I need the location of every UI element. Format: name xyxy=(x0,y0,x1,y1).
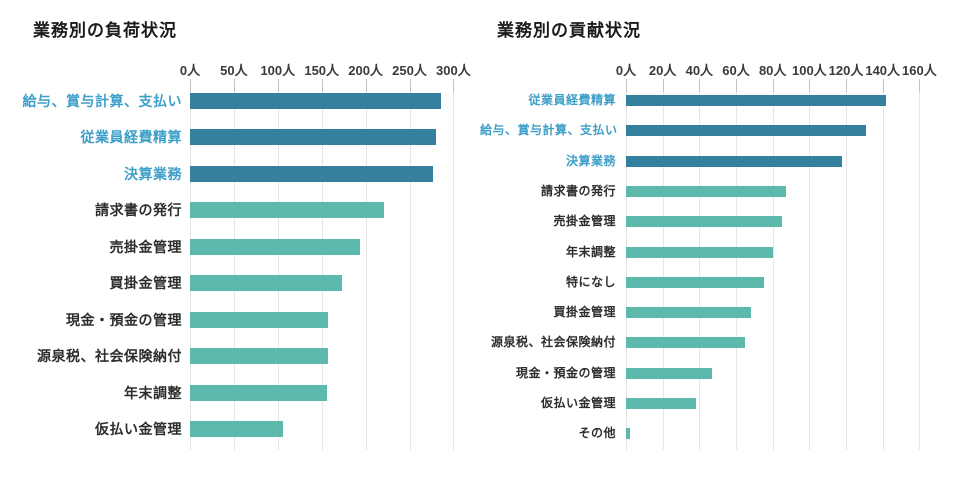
bar xyxy=(626,337,745,349)
axis-tick-mark xyxy=(277,79,279,92)
axis-tick-label: 120人 xyxy=(828,63,864,78)
axis-tick-label: 50人 xyxy=(220,63,248,78)
axis-tick-mark xyxy=(365,79,367,92)
axis-tick-label: 80人 xyxy=(758,63,787,78)
bar xyxy=(190,311,328,328)
axis-tick-mark xyxy=(846,79,848,92)
axis-tick-label: 20人 xyxy=(648,63,677,78)
bar xyxy=(626,185,786,197)
axis-tick-label: 250人 xyxy=(392,63,427,78)
workload-chart-title: 業務別の負荷状況 xyxy=(33,21,177,40)
axis-tick-mark xyxy=(190,79,191,92)
axis-tick-mark xyxy=(409,79,411,92)
gridline xyxy=(409,92,411,450)
gridline xyxy=(233,92,235,450)
gridline xyxy=(662,92,664,450)
gridline xyxy=(190,92,191,450)
category-label: 特になし xyxy=(565,274,616,289)
category-label: 仮払い金管理 xyxy=(540,396,616,410)
category-label: 現金・預金の管理 xyxy=(66,311,182,328)
axis-tick-mark xyxy=(919,79,921,92)
category-label: 決算業務 xyxy=(565,153,616,168)
category-label: 従業員経費精算 xyxy=(528,93,616,107)
bar xyxy=(626,428,630,440)
category-label: 源泉税、社会保険納付 xyxy=(37,348,182,365)
axis-tick-label: 0人 xyxy=(615,63,637,78)
category-label: 源泉税、社会保険納付 xyxy=(490,335,616,350)
bar xyxy=(626,246,773,258)
category-label: 年末調整 xyxy=(565,244,616,259)
category-label: 現金・預金の管理 xyxy=(515,365,616,380)
axis-tick-label: 300人 xyxy=(436,63,471,78)
axis-tick-mark xyxy=(809,79,811,92)
axis-tick-mark xyxy=(626,79,627,92)
axis-tick-label: 60人 xyxy=(722,63,750,78)
category-label: 決算業務 xyxy=(124,165,182,182)
bar xyxy=(190,275,342,292)
bar xyxy=(190,93,441,109)
bar xyxy=(190,129,436,146)
category-label: 売掛金管理 xyxy=(553,214,616,229)
axis-tick-mark xyxy=(453,79,455,92)
gridline xyxy=(846,92,848,450)
contribution-chart: 業務別の貢献状況 0人 20人 40人 60人 80人 100人 120人 140人 160人従… xyxy=(480,0,959,479)
bar xyxy=(190,348,328,365)
category-label: 従業員経費精算 xyxy=(80,129,182,146)
axis-tick-mark xyxy=(321,79,323,92)
category-label: 買掛金管理 xyxy=(553,305,616,320)
axis-tick-label: 160人 xyxy=(902,63,937,78)
category-label: 買掛金管理 xyxy=(109,275,182,292)
bar xyxy=(190,384,327,401)
gridline xyxy=(736,92,737,450)
bar xyxy=(190,421,283,438)
gridline xyxy=(626,92,627,450)
bar xyxy=(190,165,433,182)
category-label: 請求書の発行 xyxy=(95,202,182,219)
gridline xyxy=(365,92,367,450)
axis-tick-mark xyxy=(662,79,664,92)
axis-tick-label: 200人 xyxy=(348,63,383,78)
bar xyxy=(626,276,764,288)
category-label: 仮払い金管理 xyxy=(95,421,182,438)
category-label: その他 xyxy=(578,426,616,441)
category-label: 年末調整 xyxy=(124,384,182,401)
bar xyxy=(626,367,712,379)
axis-tick-mark xyxy=(736,79,737,92)
bar xyxy=(626,95,886,106)
bar xyxy=(626,125,866,137)
workload-chart: 業務別の負荷状況 0人 50人 100人 150人 200人 250人 300人給与、賞与計… xyxy=(0,0,479,479)
category-label: 給与、賞与計算、支払い xyxy=(480,123,618,138)
axis-tick-label: 100人 xyxy=(260,63,296,78)
axis-tick-label: 40人 xyxy=(685,63,714,78)
bar xyxy=(626,307,751,319)
bar xyxy=(626,155,842,167)
gridline xyxy=(919,92,921,450)
bar xyxy=(626,398,696,409)
category-label: 請求書の発行 xyxy=(540,183,616,198)
gridline xyxy=(882,92,884,450)
bar xyxy=(190,202,384,219)
axis-tick-mark xyxy=(233,79,235,92)
bar xyxy=(626,216,782,228)
category-label: 売掛金管理 xyxy=(109,238,182,255)
axis-tick-label: 150人 xyxy=(304,63,340,78)
category-label: 給与、賞与計算、支払い xyxy=(22,93,182,109)
axis-tick-mark xyxy=(699,79,701,92)
gridline xyxy=(453,92,455,450)
contribution-chart-title: 業務別の貢献状況 xyxy=(497,21,641,40)
gridline xyxy=(321,92,323,450)
gridline xyxy=(809,92,811,450)
axis-tick-label: 0人 xyxy=(179,63,201,78)
axis-tick-label: 100人 xyxy=(791,63,827,78)
gridline xyxy=(277,92,279,450)
bar xyxy=(190,238,360,255)
axis-tick-mark xyxy=(772,79,774,92)
gridline xyxy=(699,92,701,450)
gridline xyxy=(772,92,774,450)
axis-tick-mark xyxy=(882,79,884,92)
axis-tick-label: 140人 xyxy=(865,63,901,78)
